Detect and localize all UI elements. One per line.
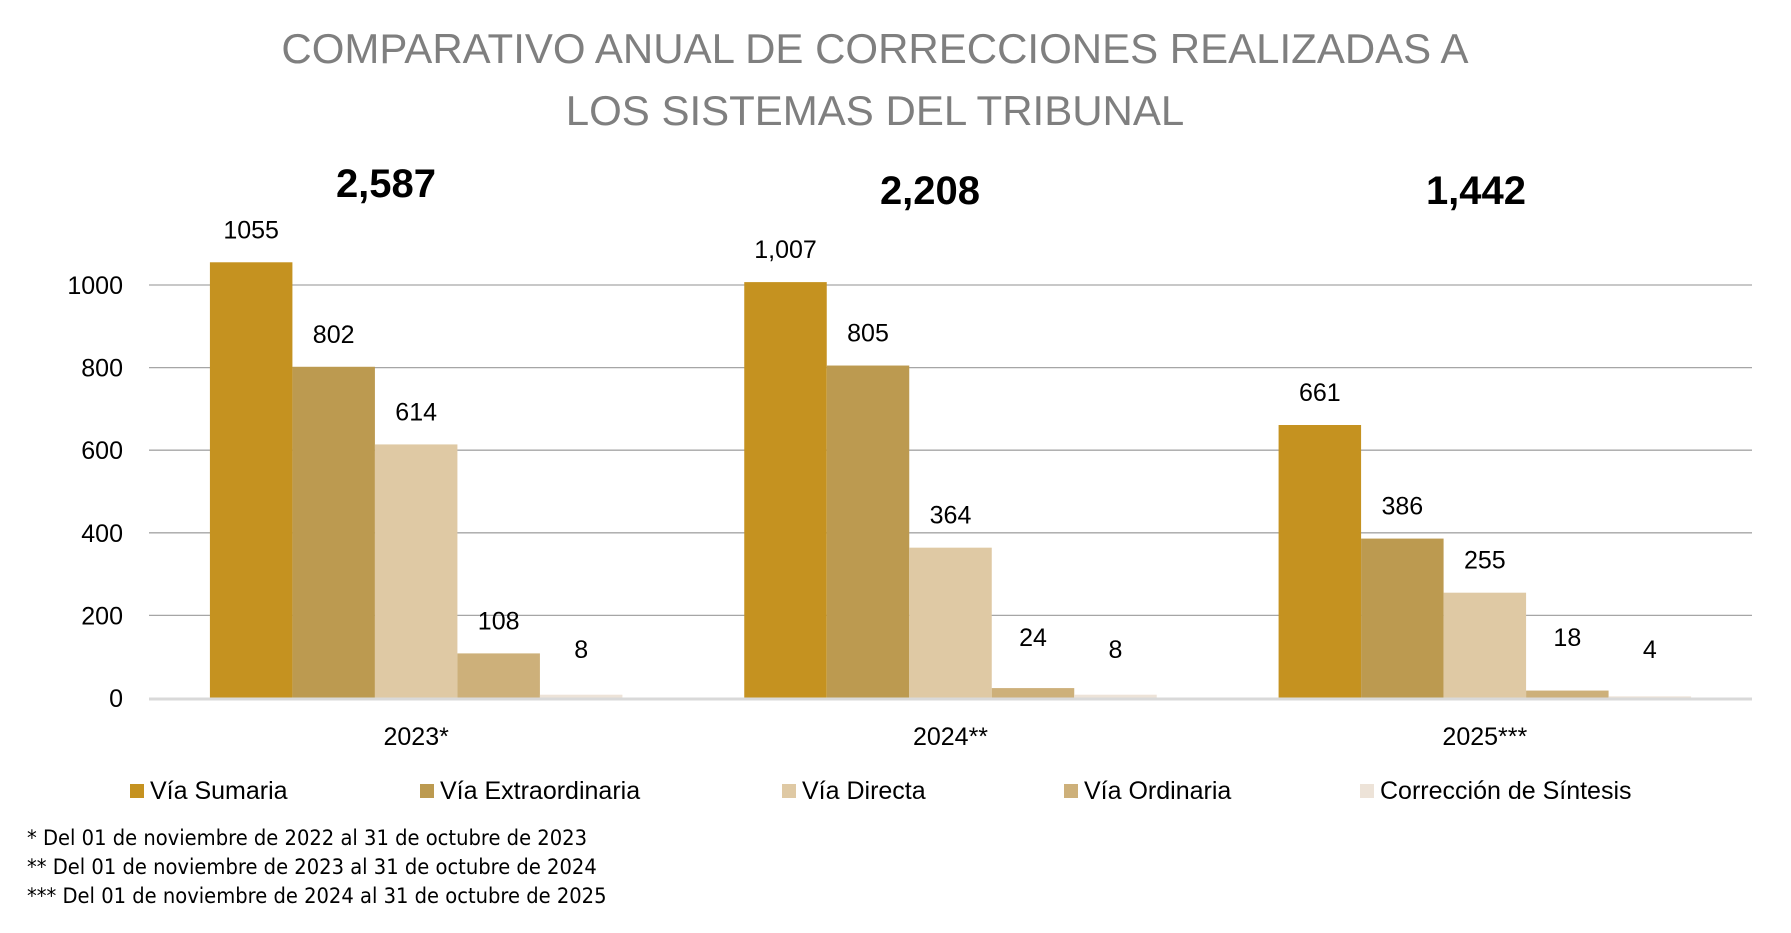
chart-title: COMPARATIVO ANUAL DE CORRECCIONES REALIZ… [0, 18, 1750, 142]
data-label: 614 [395, 398, 437, 426]
data-label: 1,007 [754, 236, 817, 264]
bar [1278, 425, 1362, 698]
data-label: 4 [1643, 636, 1657, 664]
legend-item: Vía Ordinaria [1064, 774, 1231, 808]
legend-item: Vía Sumaria [130, 774, 288, 808]
y-tick-label: 400 [81, 520, 123, 548]
bar [1074, 694, 1157, 698]
x-tick-label: 2025*** [1442, 723, 1527, 751]
bar [744, 282, 827, 698]
data-label: 18 [1553, 624, 1581, 652]
legend-label: Vía Ordinaria [1084, 776, 1232, 805]
bar [209, 262, 293, 698]
x-axis-ticks: 2023* 2024** 2025*** [383, 723, 1527, 751]
legend-item: Corrección de Síntesis [1360, 774, 1632, 808]
group-total: 1,442 [1426, 169, 1526, 213]
data-label: 805 [847, 320, 889, 348]
bar [1526, 690, 1609, 698]
bar [826, 365, 910, 698]
bar [909, 547, 992, 698]
legend-swatch [1360, 784, 1374, 798]
data-label: 108 [478, 607, 520, 635]
y-tick-label: 800 [81, 355, 123, 383]
y-tick-label: 0 [109, 685, 123, 713]
bar [1608, 696, 1692, 698]
y-tick-label: 200 [81, 602, 123, 630]
legend-label: Vía Extraordinaria [440, 776, 641, 805]
bar [1443, 592, 1527, 698]
data-label: 8 [574, 636, 588, 664]
bar [1361, 538, 1444, 698]
bar [292, 366, 375, 698]
chart-title-line-2: LOS SISTEMAS DEL TRIBUNAL [565, 87, 1185, 134]
data-label: 802 [313, 321, 355, 349]
group-total: 2,208 [880, 169, 980, 213]
data-label: 24 [1019, 624, 1047, 652]
footnotes: * Del 01 de noviembre de 2022 al 31 de o… [27, 824, 650, 911]
data-label: 364 [930, 502, 972, 530]
group-totals: 2,587 2,208 1,442 [336, 162, 1526, 213]
chart-title-line-1: COMPARATIVO ANUAL DE CORRECCIONES REALIZ… [281, 25, 1469, 72]
bar [991, 688, 1075, 698]
legend-item: Vía Extraordinaria [420, 774, 640, 808]
footnote-1: * Del 01 de noviembre de 2022 al 31 de o… [27, 826, 587, 850]
legend-swatch [420, 784, 434, 798]
data-label: 8 [1109, 636, 1123, 664]
y-axis-ticks: 0 200 400 600 800 1000 [67, 272, 123, 713]
x-tick-label: 2023* [383, 723, 449, 751]
data-label: 661 [1299, 379, 1341, 407]
data-label: 1055 [223, 216, 279, 244]
data-labels: 1055 802 614 108 8 1,007 805 364 24 8 661 386 255 18 4 [223, 216, 1657, 664]
bar [374, 444, 458, 698]
legend-swatch [782, 784, 796, 798]
group-total: 2,587 [336, 162, 436, 206]
legend-label: Vía Sumaria [150, 776, 288, 805]
legend-swatch [130, 784, 144, 798]
bar-chart: 0 200 400 600 800 1000 1055 802 614 108 8 1,007 805… [67, 162, 1752, 751]
data-label: 386 [1381, 493, 1423, 521]
bar [457, 653, 540, 698]
footnote-2: ** Del 01 de noviembre de 2023 al 31 de … [27, 855, 597, 879]
x-tick-label: 2024** [913, 723, 988, 751]
footnote-3: *** Del 01 de noviembre de 2024 al 31 de… [27, 884, 607, 908]
legend-label: Vía Directa [802, 776, 926, 805]
legend-item: Vía Directa [782, 774, 926, 808]
legend-label: Corrección de Síntesis [1380, 776, 1632, 805]
legend-swatch [1064, 784, 1078, 798]
y-tick-label: 600 [81, 437, 123, 465]
data-label: 255 [1464, 547, 1506, 575]
bar [539, 694, 623, 698]
y-tick-label: 1000 [67, 272, 123, 300]
legend: Vía Sumaria Vía Extraordinaria Vía Directa… [0, 774, 1791, 808]
bars [209, 262, 1692, 698]
